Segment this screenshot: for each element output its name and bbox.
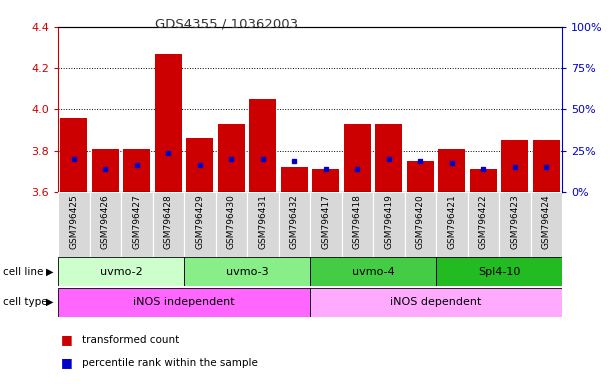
Bar xyxy=(436,192,467,257)
Text: GSM796429: GSM796429 xyxy=(196,194,204,249)
Bar xyxy=(186,138,213,192)
Text: GSM796425: GSM796425 xyxy=(69,194,78,249)
Bar xyxy=(184,192,216,257)
Text: percentile rank within the sample: percentile rank within the sample xyxy=(82,358,258,368)
Bar xyxy=(344,124,371,192)
Bar xyxy=(123,149,150,192)
Bar xyxy=(310,288,562,317)
Bar xyxy=(342,192,373,257)
Text: GDS4355 / 10362003: GDS4355 / 10362003 xyxy=(155,17,298,30)
Text: GSM796430: GSM796430 xyxy=(227,194,236,249)
Text: GSM796427: GSM796427 xyxy=(133,194,141,249)
Bar xyxy=(279,192,310,257)
Bar xyxy=(249,99,276,192)
Bar xyxy=(310,257,436,286)
Bar xyxy=(499,192,530,257)
Bar xyxy=(153,192,184,257)
Text: GSM796417: GSM796417 xyxy=(321,194,331,249)
Bar xyxy=(60,118,87,192)
Bar xyxy=(375,124,402,192)
Bar xyxy=(92,149,119,192)
Text: cell line: cell line xyxy=(3,267,43,277)
Bar xyxy=(218,124,245,192)
Bar xyxy=(90,192,121,257)
Bar xyxy=(404,192,436,257)
Bar xyxy=(312,169,339,192)
Bar xyxy=(439,149,465,192)
Text: GSM796428: GSM796428 xyxy=(164,194,173,249)
Text: GSM796432: GSM796432 xyxy=(290,194,299,249)
Text: GSM796423: GSM796423 xyxy=(510,194,519,249)
Bar xyxy=(216,192,247,257)
Text: GSM796421: GSM796421 xyxy=(447,194,456,249)
Bar xyxy=(184,257,310,286)
Text: GSM796419: GSM796419 xyxy=(384,194,393,249)
Bar xyxy=(467,192,499,257)
Bar xyxy=(155,54,181,192)
Text: iNOS dependent: iNOS dependent xyxy=(390,297,482,308)
Bar xyxy=(58,192,90,257)
Text: GSM796418: GSM796418 xyxy=(353,194,362,249)
Text: GSM796422: GSM796422 xyxy=(479,194,488,248)
Text: Spl4-10: Spl4-10 xyxy=(478,266,521,277)
Text: ■: ■ xyxy=(61,356,73,369)
Text: uvmo-3: uvmo-3 xyxy=(225,266,268,277)
Bar xyxy=(58,288,310,317)
Bar xyxy=(281,167,308,192)
Text: iNOS independent: iNOS independent xyxy=(133,297,235,308)
Bar xyxy=(407,161,434,192)
Bar xyxy=(502,141,529,192)
Bar xyxy=(121,192,153,257)
Text: ▶: ▶ xyxy=(46,297,54,307)
Text: uvmo-2: uvmo-2 xyxy=(100,266,142,277)
Text: uvmo-4: uvmo-4 xyxy=(352,266,395,277)
Bar xyxy=(533,141,560,192)
Bar xyxy=(530,192,562,257)
Text: GSM796424: GSM796424 xyxy=(542,194,551,248)
Text: GSM796420: GSM796420 xyxy=(416,194,425,249)
Text: ■: ■ xyxy=(61,333,73,346)
Bar xyxy=(436,257,562,286)
Bar xyxy=(310,192,342,257)
Bar xyxy=(58,257,184,286)
Bar xyxy=(247,192,279,257)
Text: GSM796426: GSM796426 xyxy=(101,194,110,249)
Text: ▶: ▶ xyxy=(46,267,54,277)
Text: GSM796431: GSM796431 xyxy=(258,194,268,249)
Bar xyxy=(373,192,404,257)
Bar xyxy=(470,169,497,192)
Text: cell type: cell type xyxy=(3,297,48,307)
Text: transformed count: transformed count xyxy=(82,335,180,345)
